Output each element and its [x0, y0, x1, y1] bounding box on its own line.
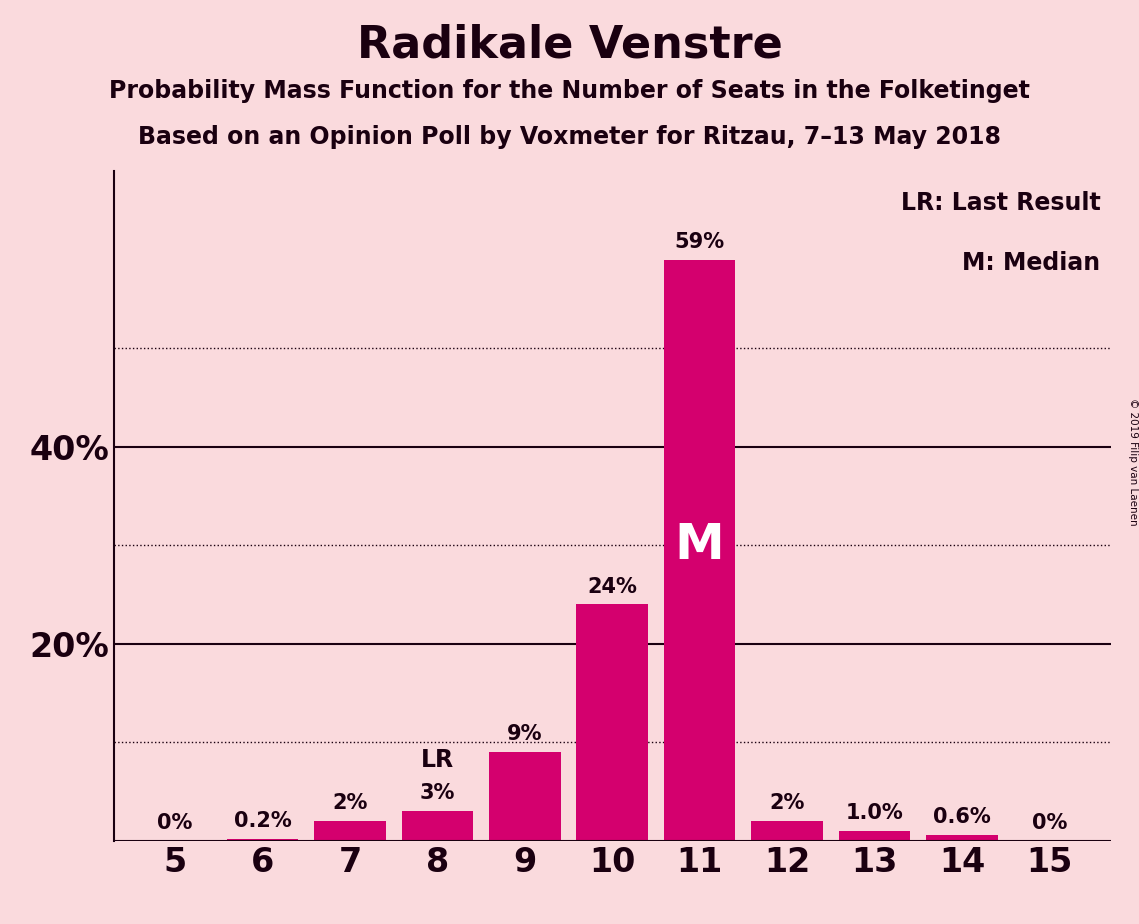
Text: M: Median: M: Median — [962, 251, 1100, 275]
Text: Based on an Opinion Poll by Voxmeter for Ritzau, 7–13 May 2018: Based on an Opinion Poll by Voxmeter for… — [138, 125, 1001, 149]
Text: 3%: 3% — [419, 784, 456, 803]
Bar — [838, 831, 910, 841]
Bar — [752, 821, 822, 841]
Text: 59%: 59% — [674, 232, 724, 251]
Text: 0.6%: 0.6% — [933, 807, 991, 827]
Bar — [314, 821, 386, 841]
Text: 0.2%: 0.2% — [233, 811, 292, 831]
Text: Radikale Venstre: Radikale Venstre — [357, 23, 782, 67]
Text: LR: Last Result: LR: Last Result — [901, 191, 1100, 215]
Bar — [926, 835, 998, 841]
Bar — [664, 260, 736, 841]
Text: Probability Mass Function for the Number of Seats in the Folketinget: Probability Mass Function for the Number… — [109, 79, 1030, 103]
Text: 2%: 2% — [769, 794, 805, 813]
Bar — [227, 839, 298, 841]
Bar — [576, 604, 648, 841]
Text: 24%: 24% — [588, 577, 637, 597]
Bar — [402, 811, 473, 841]
Text: 9%: 9% — [507, 724, 542, 745]
Bar — [489, 752, 560, 841]
Text: 0%: 0% — [157, 813, 192, 833]
Text: © 2019 Filip van Laenen: © 2019 Filip van Laenen — [1129, 398, 1138, 526]
Text: 2%: 2% — [333, 794, 368, 813]
Text: 0%: 0% — [1032, 813, 1067, 833]
Text: M: M — [674, 521, 724, 569]
Text: 1.0%: 1.0% — [845, 803, 903, 823]
Text: LR: LR — [420, 748, 454, 772]
